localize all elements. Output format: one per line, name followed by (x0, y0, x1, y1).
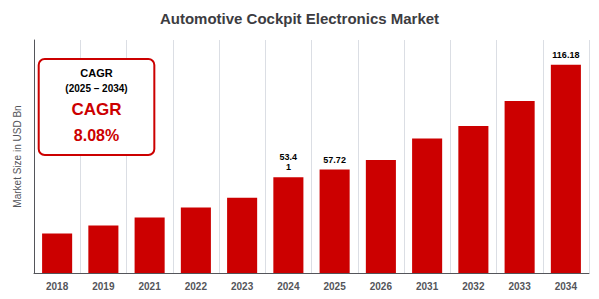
svg-text:2034: 2034 (555, 281, 578, 292)
svg-text:1: 1 (286, 162, 291, 172)
svg-text:2032: 2032 (462, 281, 485, 292)
svg-text:2019: 2019 (92, 281, 115, 292)
svg-text:116.18: 116.18 (552, 50, 579, 60)
svg-text:2022: 2022 (185, 281, 208, 292)
svg-text:8.08%: 8.08% (74, 127, 119, 144)
svg-text:Market Size in USD Bn: Market Size in USD Bn (12, 105, 23, 207)
svg-text:(2025 – 2034): (2025 – 2034) (65, 83, 127, 94)
svg-text:2024: 2024 (277, 281, 300, 292)
svg-text:2018: 2018 (46, 281, 69, 292)
svg-text:CAGR: CAGR (80, 67, 112, 79)
svg-text:Automotive Cockpit Electronics: Automotive Cockpit Electronics Market (160, 10, 439, 27)
svg-text:57.72: 57.72 (323, 155, 346, 165)
svg-text:2025: 2025 (324, 281, 347, 292)
svg-text:2031: 2031 (416, 281, 439, 292)
svg-text:53.4: 53.4 (280, 152, 298, 162)
svg-text:2033: 2033 (509, 281, 532, 292)
svg-text:2026: 2026 (370, 281, 393, 292)
svg-text:2021: 2021 (139, 281, 162, 292)
svg-text:CAGR: CAGR (71, 100, 121, 119)
svg-text:2023: 2023 (231, 281, 254, 292)
